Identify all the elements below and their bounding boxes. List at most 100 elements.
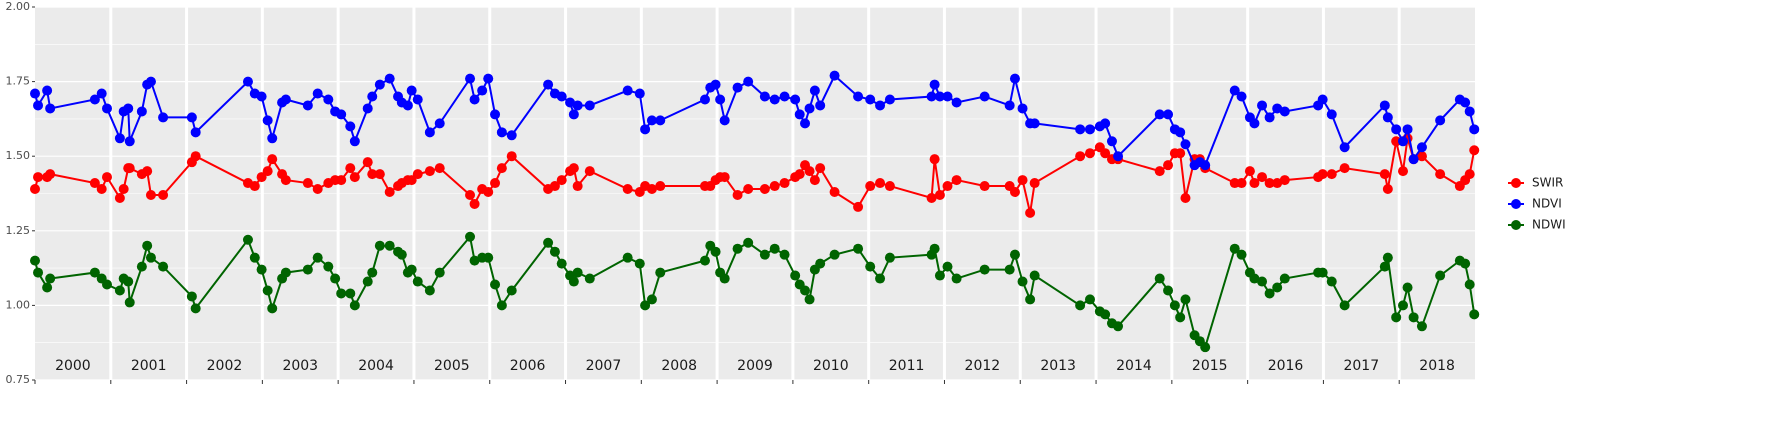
data-point bbox=[979, 264, 990, 275]
data-point bbox=[719, 273, 730, 284]
data-point bbox=[655, 181, 666, 192]
data-point bbox=[1460, 97, 1471, 108]
data-point bbox=[45, 103, 56, 114]
data-point bbox=[719, 172, 730, 183]
data-point bbox=[30, 88, 40, 99]
data-point bbox=[1469, 309, 1480, 320]
data-point bbox=[1339, 163, 1350, 174]
data-point bbox=[118, 184, 129, 195]
data-point bbox=[1257, 172, 1268, 183]
data-point bbox=[1200, 160, 1211, 171]
data-point bbox=[934, 270, 945, 281]
x-tick-label: 2004 bbox=[358, 358, 394, 374]
data-point bbox=[1339, 300, 1350, 311]
data-point bbox=[732, 243, 743, 254]
data-point bbox=[1229, 85, 1240, 96]
data-point bbox=[622, 85, 633, 96]
data-point bbox=[158, 261, 169, 272]
data-point bbox=[1326, 169, 1337, 180]
legend-label: NDWI bbox=[1532, 218, 1566, 232]
data-point bbox=[45, 169, 56, 180]
data-point bbox=[323, 94, 334, 105]
data-point bbox=[1017, 103, 1028, 114]
data-point bbox=[568, 276, 579, 287]
data-point bbox=[1435, 270, 1446, 281]
data-point bbox=[1264, 288, 1275, 299]
data-point bbox=[186, 112, 197, 123]
data-point bbox=[655, 267, 666, 278]
data-point bbox=[1025, 207, 1036, 218]
data-point bbox=[640, 124, 651, 135]
data-point bbox=[1100, 118, 1111, 129]
data-point bbox=[759, 91, 770, 102]
legend-label: NDVI bbox=[1532, 197, 1562, 211]
data-point bbox=[396, 249, 407, 260]
data-point bbox=[123, 103, 134, 114]
data-point bbox=[465, 231, 476, 242]
data-point bbox=[1200, 342, 1211, 353]
data-point bbox=[42, 282, 53, 293]
data-point bbox=[406, 264, 417, 275]
data-point bbox=[267, 154, 278, 165]
x-tick-label: 2013 bbox=[1040, 358, 1076, 374]
data-point bbox=[779, 249, 790, 260]
data-point bbox=[743, 76, 754, 87]
x-tick-label: 2000 bbox=[55, 358, 91, 374]
data-point bbox=[490, 109, 501, 120]
data-point bbox=[434, 267, 445, 278]
x-tick-label: 2010 bbox=[813, 358, 849, 374]
data-point bbox=[89, 267, 100, 278]
data-point bbox=[384, 240, 395, 251]
data-point bbox=[934, 189, 945, 200]
data-point bbox=[584, 166, 595, 177]
data-point bbox=[779, 91, 790, 102]
legend-marker bbox=[1511, 199, 1521, 209]
data-point bbox=[33, 267, 44, 278]
data-point bbox=[1175, 127, 1186, 138]
data-point bbox=[1391, 124, 1402, 135]
data-point bbox=[1163, 109, 1174, 120]
data-point bbox=[929, 243, 940, 254]
data-point bbox=[884, 94, 895, 105]
data-point bbox=[572, 100, 583, 111]
data-point bbox=[1460, 258, 1471, 269]
y-tick-label: 2.00 bbox=[6, 0, 31, 13]
data-point bbox=[769, 243, 780, 254]
x-tick-label: 2016 bbox=[1268, 358, 1304, 374]
data-point bbox=[719, 115, 730, 126]
data-point bbox=[1416, 321, 1427, 332]
data-point bbox=[490, 279, 501, 290]
data-point bbox=[829, 70, 840, 81]
data-point bbox=[779, 178, 790, 189]
y-tick-label: 1.00 bbox=[6, 298, 31, 311]
x-tick-label: 2012 bbox=[965, 358, 1001, 374]
data-point bbox=[710, 246, 721, 257]
data-point bbox=[477, 85, 488, 96]
data-point bbox=[434, 118, 445, 129]
data-point bbox=[875, 273, 886, 284]
data-point bbox=[280, 175, 291, 186]
data-point bbox=[374, 169, 385, 180]
data-point bbox=[469, 94, 480, 105]
data-point bbox=[1236, 178, 1247, 189]
data-point bbox=[190, 127, 201, 138]
data-point bbox=[710, 79, 721, 90]
data-point bbox=[362, 103, 373, 114]
data-point bbox=[1435, 169, 1446, 180]
data-point bbox=[1464, 169, 1475, 180]
data-point bbox=[1326, 276, 1337, 287]
data-point bbox=[1264, 112, 1275, 123]
data-point bbox=[1029, 270, 1040, 281]
data-point bbox=[584, 273, 595, 284]
data-point bbox=[1398, 300, 1408, 311]
data-point bbox=[568, 163, 579, 174]
data-point bbox=[1382, 184, 1393, 195]
data-point bbox=[1279, 273, 1290, 284]
data-point bbox=[145, 189, 156, 200]
data-point bbox=[646, 184, 657, 195]
data-point bbox=[1029, 178, 1040, 189]
x-tick-label: 2017 bbox=[1343, 358, 1379, 374]
data-point bbox=[804, 103, 815, 114]
data-point bbox=[556, 91, 567, 102]
